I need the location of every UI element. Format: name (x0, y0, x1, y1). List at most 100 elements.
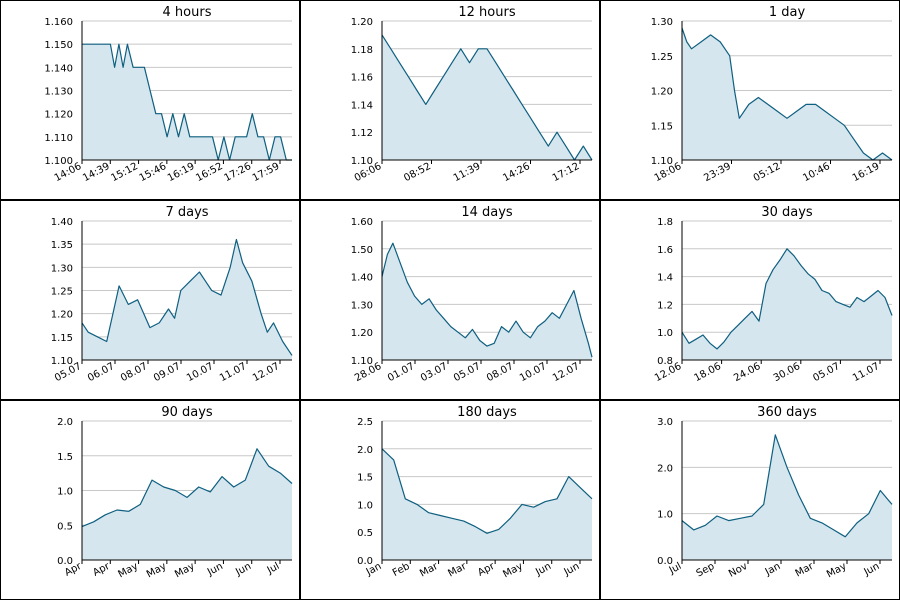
chart-panel-1-day: 1 day 1.10 1.15 1.20 1.25 1.30 18:06 23:39 05:12… (600, 0, 900, 200)
y-tick-label: 1.0 (657, 510, 673, 521)
y-tick-label: 1.0 (57, 487, 73, 498)
y-tick-label: 1.10 (651, 156, 673, 167)
x-tick-label: 23:39 (702, 161, 733, 184)
x-tick-label: 10.07 (518, 361, 548, 384)
x-tick-label: 05.07 (452, 361, 482, 384)
y-tick-label: 1.16 (351, 73, 373, 84)
series-area (382, 34, 592, 160)
x-tick-label: May (117, 561, 140, 580)
y-tick-label: 2.0 (357, 445, 373, 456)
series-line (681, 248, 893, 350)
x-tick-label: 17:59 (251, 161, 282, 184)
y-tick-label: 1.160 (44, 17, 73, 28)
x-tick-label: 05:12 (752, 161, 783, 184)
x-tick-label: Feb (391, 561, 412, 579)
series-line (82, 43, 292, 161)
series-area (382, 243, 592, 360)
y-tick-label: 1.8 (657, 217, 673, 228)
x-tick-label: Sep (695, 561, 717, 580)
x-tick-label: 14:26 (501, 161, 532, 184)
x-tick-label: May (501, 561, 524, 580)
x-tick-label: Apr (476, 561, 497, 579)
x-tick-label: Apr (91, 561, 112, 579)
y-tick-label: 1.12 (351, 128, 373, 139)
x-tick-label: 30.06 (772, 361, 802, 384)
y-tick-label: 1.2 (657, 300, 673, 311)
x-tick-label: May (825, 561, 848, 580)
x-tick-label: 16:19 (166, 161, 197, 184)
y-tick-label: 1.20 (351, 17, 373, 28)
y-tick-label: 2.0 (57, 417, 73, 428)
chart-title: 30 days (761, 205, 813, 220)
y-tick-label: 1.20 (351, 328, 373, 339)
x-tick-label: 15:46 (138, 161, 169, 184)
y-tick-label: 1.30 (351, 300, 373, 311)
y-tick-label: 1.30 (51, 263, 73, 274)
chart-title: 4 hours (163, 5, 212, 20)
y-tick-label: 1.15 (51, 333, 73, 344)
chart-title: 180 days (457, 405, 517, 420)
x-tick-label: 17:26 (223, 161, 254, 184)
x-tick-label: Mar (418, 561, 441, 580)
y-tick-label: 1.140 (44, 63, 73, 74)
x-tick-label: Jan (763, 561, 783, 578)
y-tick-label: 1.4 (657, 273, 673, 284)
y-tick-label: 1.150 (44, 40, 73, 51)
x-tick-label: 06.07 (86, 361, 116, 384)
y-tick-label: 1.14 (351, 100, 373, 111)
chart-title: 14 days (461, 205, 513, 220)
y-tick-label: 1.15 (651, 121, 673, 132)
y-tick-label: 1.20 (51, 310, 73, 321)
y-tick-label: 0.5 (357, 528, 373, 539)
x-tick-label: 18.06 (693, 361, 723, 384)
x-tick-label: Jul (667, 561, 684, 577)
y-tick-label: 1.25 (651, 52, 673, 63)
y-tick-label: 1.10 (51, 356, 73, 367)
series-area (382, 448, 592, 560)
y-tick-label: 1.0 (357, 500, 373, 511)
x-tick-label: 12.07 (251, 361, 281, 384)
x-tick-label: 09.07 (152, 361, 182, 384)
x-tick-label: 11:39 (452, 161, 483, 184)
y-tick-label: 1.10 (351, 156, 373, 167)
y-tick-label: 0.5 (57, 521, 73, 532)
x-tick-label: 15:12 (109, 161, 140, 184)
chart-4-hours: 4 hours 1.100 1.110 1.120 1.130 1.140 1.150 1.1… (44, 5, 292, 184)
chart-panel-180-days: 180 days 0.0 0.5 1.0 1.5 2.0 2.5 Jan Feb Mar Mar Ap… (300, 400, 600, 600)
x-tick-label: 05.07 (811, 361, 841, 384)
y-tick-label: 0.0 (357, 556, 373, 567)
x-tick-label: Mar (794, 561, 817, 580)
series-line (681, 434, 893, 538)
x-tick-label: 14:39 (81, 161, 112, 184)
y-tick-label: 1.5 (357, 473, 373, 484)
x-tick-label: 08.07 (119, 361, 149, 384)
series-line (681, 27, 893, 161)
x-tick-label: Jun (205, 561, 225, 579)
series-area (82, 448, 292, 560)
y-tick-label: 1.35 (51, 240, 73, 251)
x-tick-label: 11.07 (218, 361, 248, 384)
x-tick-label: 10:46 (801, 161, 832, 184)
y-tick-label: 1.10 (351, 356, 373, 367)
chart-title: 360 days (757, 405, 817, 420)
series-line (381, 448, 593, 534)
chart-panel-12-hours: 12 hours 1.10 1.12 1.14 1.16 1.18 1.20 06:06 08:… (300, 0, 600, 200)
x-tick-label: 11.07 (851, 361, 881, 384)
chart-panel-30-days: 30 days 0.8 1.0 1.2 1.4 1.6 1.8 12.06 18.06 24.06… (600, 200, 900, 400)
chart-360-days: 360 days 0.0 1.0 2.0 3.0 Jul Sep Nov Jan Mar May Ju… (657, 405, 893, 580)
chart-panel-7-days: 7 days 1.10 1.15 1.20 1.25 1.30 1.35 1.40 05.07 0… (0, 200, 300, 400)
x-tick-label: May (145, 561, 168, 580)
series-line (81, 448, 293, 528)
series-area (682, 248, 892, 360)
series-area (82, 239, 292, 360)
x-tick-label: Jul (265, 561, 282, 577)
y-tick-label: 1.20 (651, 87, 673, 98)
chart-panel-360-days: 360 days 0.0 1.0 2.0 3.0 Jul Sep Nov Jan Mar May Ju… (600, 400, 900, 600)
y-tick-label: 1.30 (651, 17, 673, 28)
y-tick-label: 1.40 (51, 217, 73, 228)
